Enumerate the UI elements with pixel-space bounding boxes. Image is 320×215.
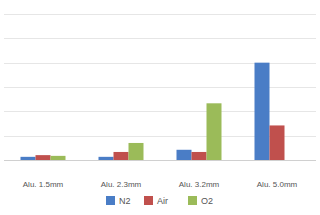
category-label: Alu. 1.5mm bbox=[23, 180, 64, 189]
bar bbox=[207, 103, 222, 160]
chart: Alu. 1.5mm Alu. 2.3mm Alu. 3.2mm Alu. 5.0mm… bbox=[0, 0, 320, 215]
legend-swatch bbox=[144, 196, 153, 205]
legend-swatch bbox=[188, 196, 197, 205]
category-label: Alu. 5.0mm bbox=[257, 180, 298, 189]
bar bbox=[114, 152, 129, 160]
bar bbox=[129, 143, 144, 160]
legend: N2 Air O2 bbox=[106, 196, 213, 206]
bar bbox=[192, 152, 207, 160]
legend-label: Air bbox=[157, 196, 168, 206]
legend-swatch bbox=[106, 196, 115, 205]
bar bbox=[270, 125, 285, 160]
legend-label: N2 bbox=[119, 196, 131, 206]
bar bbox=[36, 155, 51, 160]
bar bbox=[99, 157, 114, 160]
grid-line bbox=[4, 14, 316, 15]
category-label: Alu. 2.3mm bbox=[101, 180, 142, 189]
legend-label: O2 bbox=[201, 196, 213, 206]
bar bbox=[51, 156, 66, 160]
bars bbox=[21, 63, 285, 160]
category-label: Alu. 3.2mm bbox=[179, 180, 220, 189]
bar bbox=[255, 63, 270, 160]
grid-line bbox=[4, 38, 316, 39]
grid-line bbox=[4, 160, 316, 161]
bar bbox=[177, 150, 192, 160]
bar bbox=[21, 157, 36, 160]
